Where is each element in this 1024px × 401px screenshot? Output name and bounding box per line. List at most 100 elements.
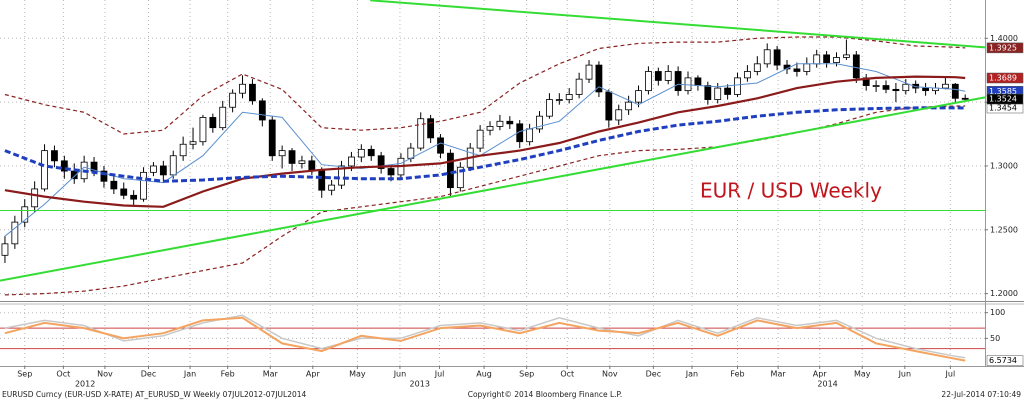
candle-body [21,206,29,223]
last-value-box [986,42,1024,54]
candle-body [169,155,177,176]
last-value-box [986,93,1024,105]
x-tick-label: Sep [519,370,534,379]
x-tick-label: Nov [97,370,113,379]
candle-body [268,119,276,157]
x-tick-label: Feb [221,370,235,379]
footer-center: Copyright© 2014 Bloomberg Finance L.P. [468,390,623,399]
y-tick-label: 1.3000 [990,161,1018,170]
candle-body [258,100,266,121]
candle-body [298,160,306,164]
candle-body [694,77,702,86]
candle-body [219,106,227,129]
x-tick-label: Jun [898,370,912,379]
year-label: 2014 [817,380,837,389]
candle-body [486,125,494,131]
candle-body [704,85,712,100]
candle-body [892,88,900,92]
candle-body [506,120,514,125]
x-tick-label: May [854,370,871,379]
series-line [4,36,966,135]
candle-body [585,64,593,80]
candle-body [278,150,286,157]
x-tick-label: Jul [434,370,445,379]
last-value-box [986,72,1024,84]
candle-body [526,128,534,143]
candle-body [575,78,583,95]
candle-body [150,165,157,173]
candle-body [229,92,237,108]
candle-body [41,150,48,190]
candle-body [308,160,316,171]
x-tick-label: Dec [646,370,661,379]
candle-body [100,170,108,182]
candle-body [546,99,553,117]
candle-body [536,115,543,130]
x-tick-label: Mar [263,370,279,379]
candle-body [120,188,128,196]
candle-body [753,63,761,72]
candle-body [31,188,39,208]
candle-body [437,137,444,154]
footer-left: EURUSD Curncy (EUR-USD X-RATE) AT_EURUSD… [2,390,307,399]
candle-body [555,99,563,101]
candle-body [902,83,910,92]
candle-body [318,169,326,191]
candle-body [645,71,652,92]
candle-body [654,71,662,81]
candle-body [159,165,167,176]
candle-body [813,54,821,65]
year-label: 2012 [75,380,95,389]
x-tick-label: Jun [393,370,407,379]
candle-body [882,85,890,90]
x-tick-label: Aug [476,370,492,379]
candle-body [565,94,573,100]
candle-body [684,77,692,92]
candle-body [773,49,781,66]
series-line [4,106,966,183]
candle-body [744,71,751,79]
series-line [4,75,966,208]
y-tick-label: 100 [990,308,1005,317]
candle-body [843,54,850,58]
candle-body [338,165,345,186]
last-value-label: 1.3689 [989,74,1017,83]
candle-body [734,77,741,95]
candle-body [595,64,603,93]
candle-body [605,91,613,121]
x-tick-label: Jul [945,370,956,379]
last-value-label: 1.3585 [989,87,1017,96]
candle-body [130,194,138,200]
series-line [4,316,966,362]
candle-body [724,87,732,95]
candle-body [476,129,484,149]
candle-body [615,109,623,121]
candle-body [496,120,504,127]
candle-body [664,71,672,81]
candle-body [199,117,207,143]
candle-body [1,243,9,256]
candle-body [11,221,19,245]
series-line [0,96,986,282]
series-line [4,63,966,237]
candle-body [239,83,246,94]
candle-body [714,87,722,100]
candle-body [942,83,949,89]
last-value-label: 1.3524 [989,95,1017,104]
candle-body [674,71,682,92]
candle-body [625,101,633,111]
candle-body [189,141,197,145]
x-tick-label: Oct [560,370,574,379]
candle-body [377,155,385,169]
candle-body [961,97,969,100]
candle-body [387,168,395,176]
candle-body [357,148,365,158]
y-tick-label: 1.2000 [990,289,1018,298]
candle-body [803,63,811,72]
candle-body [348,156,355,167]
candle-body [793,68,801,72]
candle-body [209,117,217,129]
last-value-label: 1.3925 [989,43,1017,52]
